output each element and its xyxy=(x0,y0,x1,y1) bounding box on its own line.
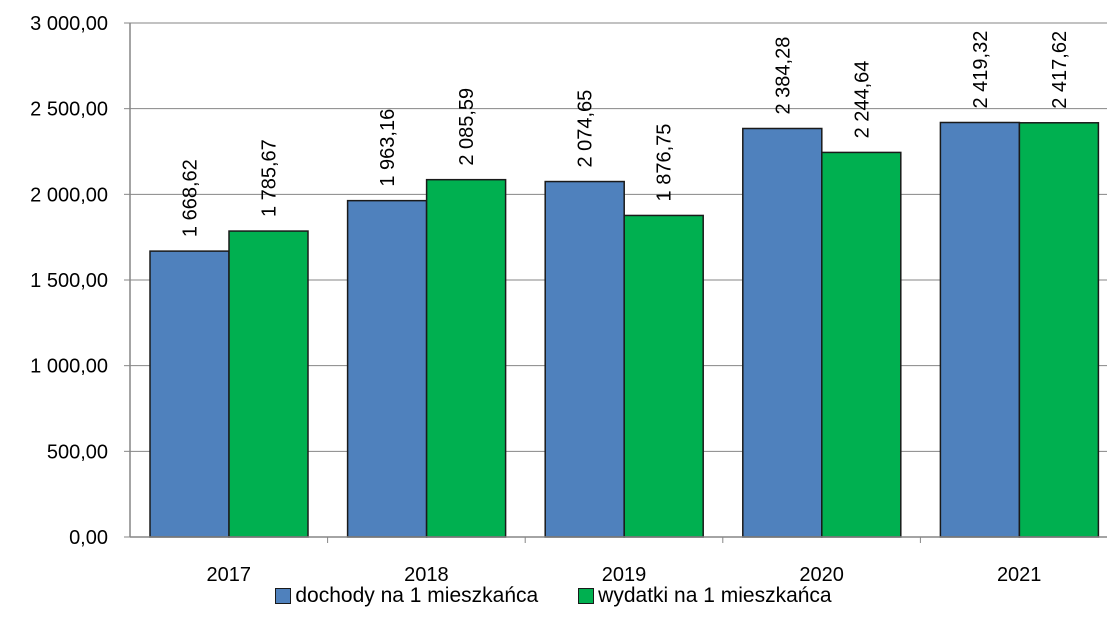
bars xyxy=(149,121,1100,538)
bar-income xyxy=(149,250,230,538)
data-label: 2 074,65 xyxy=(575,90,597,168)
legend-swatch-expenses xyxy=(578,588,595,604)
y-tick-label: 2 500,00 xyxy=(30,99,108,121)
y-tick-label: 1 000,00 xyxy=(30,356,108,378)
data-label: 2 419,32 xyxy=(970,31,992,109)
bar-income xyxy=(544,180,625,538)
axes: 0,00 500,00 1 000,00 1 500,00 2 000,00 2 500,… xyxy=(30,13,1107,586)
data-label: 2 417,62 xyxy=(1049,31,1071,109)
data-label: 2 244,64 xyxy=(851,61,873,139)
legend-item-expenses: wydatki na 1 mieszkańca xyxy=(578,584,832,608)
bar-expenses xyxy=(1018,122,1100,538)
x-tick-label: 2021 xyxy=(997,564,1042,586)
legend-label-income: dochody na 1 mieszkańca xyxy=(295,584,539,607)
legend-label-expenses: wydatki na 1 mieszkańca xyxy=(598,584,832,607)
bar-expenses xyxy=(623,214,704,538)
bar-expenses xyxy=(821,151,902,538)
data-label: 2 085,59 xyxy=(456,88,478,166)
data-label: 1 668,62 xyxy=(180,159,202,237)
data-label: 1 963,16 xyxy=(377,109,399,187)
bar-income xyxy=(346,199,428,538)
data-label: 1 876,75 xyxy=(654,124,676,202)
legend: dochody na 1 mieszkańca wydatki na 1 mie… xyxy=(0,584,1107,608)
data-label: 2 384,28 xyxy=(772,37,794,115)
legend-swatch-income xyxy=(275,588,292,604)
legend-item-income: dochody na 1 mieszkańca xyxy=(275,584,538,608)
y-tick-label: 500,00 xyxy=(47,441,108,463)
x-tick-label: 2020 xyxy=(799,564,844,586)
x-tick-label: 2017 xyxy=(207,564,252,586)
bar-expenses xyxy=(425,178,507,538)
x-tick-label: 2019 xyxy=(602,564,647,586)
data-label: 1 785,67 xyxy=(259,139,281,217)
x-tick-label: 2018 xyxy=(404,564,449,586)
data-labels: 1 668,62 1 785,67 1 963,16 2 085,59 2 074,65… xyxy=(180,31,1071,237)
y-tick-label: 1 500,00 xyxy=(30,270,108,292)
bar-expenses xyxy=(228,230,309,538)
y-tick-label: 3 000,00 xyxy=(30,13,108,35)
y-tick-label: 0,00 xyxy=(69,527,108,549)
bar-income xyxy=(939,121,1021,538)
bar-income xyxy=(742,127,823,538)
y-tick-label: 2 000,00 xyxy=(30,184,108,206)
